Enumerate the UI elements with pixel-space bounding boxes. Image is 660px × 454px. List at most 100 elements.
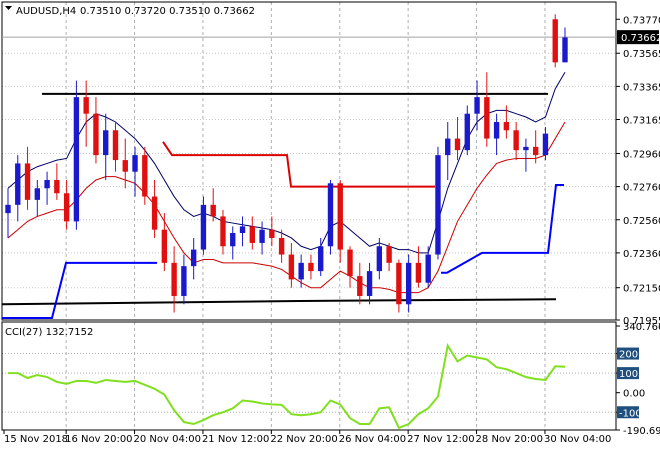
candle-body	[503, 121, 510, 131]
candle-body	[103, 130, 109, 156]
candle-body	[210, 204, 216, 217]
candle-body	[83, 97, 89, 114]
candle-body	[171, 262, 177, 296]
candle-body	[542, 133, 549, 156]
ohlc-values: 0.73510 0.73720 0.73510 0.73662	[80, 6, 255, 17]
axes	[1, 1, 620, 434]
cci-tick-label: -190.6917	[623, 426, 660, 437]
candle-body	[151, 196, 158, 230]
symbol-info: AUDUSD,H4	[16, 6, 76, 17]
candle-body	[298, 262, 304, 280]
candle-body	[513, 130, 519, 151]
upper-band-line	[7, 72, 566, 254]
candle-body	[122, 160, 128, 172]
candle-body	[327, 183, 334, 247]
cci-tick-label: 340.7667	[623, 322, 660, 333]
time-tick-label: 15 Nov 2018	[4, 434, 68, 445]
time-tick-label: 20 Nov 04:00	[134, 434, 201, 445]
cci-tick-label: -100	[619, 408, 642, 419]
support-step-line	[2, 261, 157, 319]
cci-level-tag	[617, 347, 639, 360]
time-tick-label: 30 Nov 04:00	[544, 434, 611, 445]
indicator-overlays	[1, 36, 616, 319]
time-tick-label: 21 Nov 12:00	[202, 434, 269, 445]
candle-body	[259, 229, 265, 243]
candle-body	[376, 246, 383, 272]
candle-body	[63, 193, 70, 222]
candle-body	[484, 97, 490, 139]
time-tick-label: 16 Nov 20:00	[65, 434, 132, 445]
support-level-line	[1, 298, 557, 306]
candle-body	[269, 229, 275, 238]
candle-body	[278, 237, 285, 255]
candle-body	[308, 262, 314, 272]
candle-body	[337, 183, 343, 250]
price-tick-label: 0.73365	[623, 82, 660, 93]
candle-body	[357, 276, 363, 296]
candle-body	[552, 19, 558, 63]
candle-body	[396, 262, 402, 305]
candle-body	[474, 97, 480, 114]
candle-body	[181, 266, 187, 296]
cci-panel-frame	[1, 321, 617, 431]
candle-body	[239, 226, 246, 234]
candle-body	[200, 204, 207, 250]
price-tick-label: 0.73165	[623, 116, 660, 127]
cci-tick-label: 200	[619, 350, 638, 361]
support-step-line-right	[441, 183, 564, 274]
chart-header: AUDUSD,H4 0.73510 0.73720 0.73510 0.7366…	[5, 6, 255, 338]
candle-body	[44, 179, 50, 189]
candle-body	[562, 37, 568, 63]
candle-body	[5, 204, 11, 214]
cci-level-tag	[617, 406, 639, 419]
candle-body	[366, 271, 373, 296]
candle-body	[249, 226, 255, 243]
candle-body	[386, 246, 392, 263]
candle-body	[493, 121, 500, 139]
candle-body	[435, 155, 441, 255]
cci-level-tag	[617, 367, 639, 380]
candle-body	[425, 254, 431, 283]
candle-body	[454, 138, 461, 151]
last-price-tag-label: 0.73662	[621, 33, 660, 44]
candle-body	[34, 188, 41, 200]
candle-body	[190, 249, 197, 267]
candle-body	[112, 130, 119, 161]
candle-body	[142, 155, 148, 197]
last-price-tag	[617, 30, 659, 45]
candle-body	[161, 229, 168, 263]
candle-body	[288, 254, 295, 280]
candle-body	[93, 113, 99, 156]
price-tick-label: 0.73565	[623, 49, 660, 60]
main-panel-frame	[1, 1, 617, 321]
cci-tick-label: 0.00	[623, 389, 645, 400]
price-tick-label: 0.71955	[623, 316, 660, 327]
candle-body	[445, 138, 451, 156]
time-tick-label: 27 Nov 12:00	[407, 434, 474, 445]
candle-body	[415, 262, 422, 283]
dropdown-triangle-icon[interactable]	[5, 6, 12, 10]
cci-line	[8, 343, 566, 430]
cci-indicator	[8, 343, 566, 430]
candlesticks	[5, 14, 568, 313]
candle-body	[523, 146, 529, 151]
candle-body	[405, 262, 412, 305]
candle-body	[220, 216, 226, 247]
candle-body	[73, 97, 80, 222]
candle-body	[15, 163, 21, 205]
candle-body	[347, 249, 353, 277]
cci-label: CCI(27) 132.7152	[5, 327, 93, 338]
time-tick-label: 22 Nov 20:00	[270, 434, 337, 445]
candle-body	[318, 246, 324, 272]
cci-tick-label: 100	[619, 369, 638, 380]
candle-body	[132, 155, 138, 172]
